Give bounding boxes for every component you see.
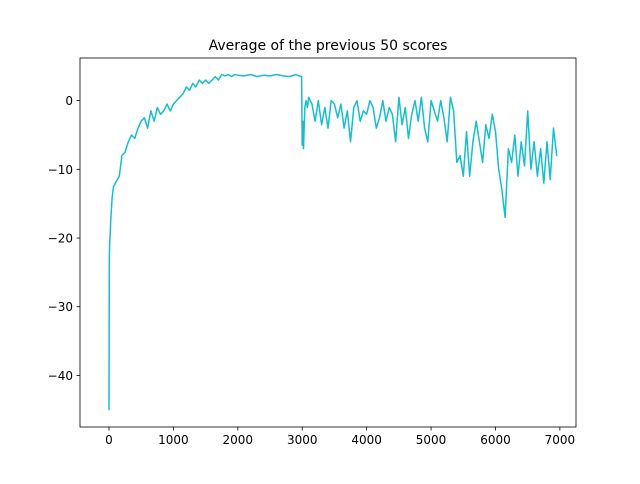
y-tick-label: 0 xyxy=(65,94,73,108)
x-axis: 0 1000 2000 3000 4000 5000 6000 7000 xyxy=(105,427,575,447)
series-line-0 xyxy=(108,73,558,411)
x-tick-label: 1000 xyxy=(158,433,189,447)
axes-frame xyxy=(79,57,577,428)
y-axis: −40 −30 −20 −10 0 xyxy=(48,94,80,383)
y-tick-label: −10 xyxy=(48,163,73,177)
x-tick-label: 5000 xyxy=(416,433,447,447)
x-tick-label: 7000 xyxy=(545,433,576,447)
plot-area xyxy=(108,73,558,411)
y-tick-label: −20 xyxy=(48,232,73,246)
chart-title: Average of the previous 50 scores xyxy=(209,38,448,54)
y-tick-label: −40 xyxy=(48,369,73,383)
x-tick-label: 6000 xyxy=(480,433,511,447)
x-tick-label: 3000 xyxy=(287,433,318,447)
x-tick-label: 2000 xyxy=(223,433,254,447)
x-tick-label: 4000 xyxy=(351,433,382,447)
y-tick-label: −30 xyxy=(48,300,73,314)
x-tick-label: 0 xyxy=(105,433,113,447)
